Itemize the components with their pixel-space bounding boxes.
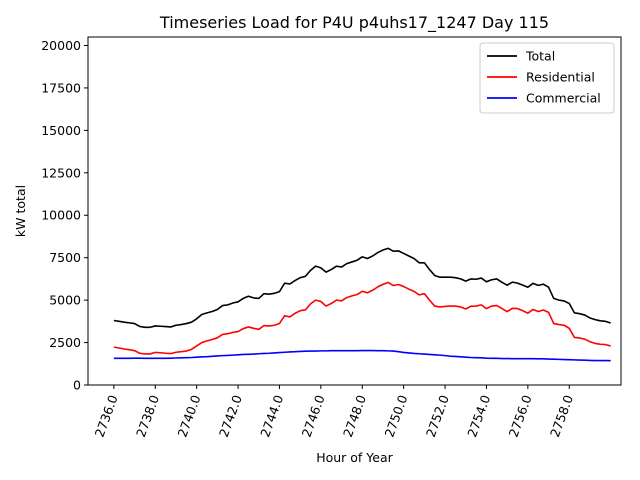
y-tick-label: 12500 [41,165,81,180]
y-axis-label: kW total [13,185,28,237]
y-tick-label: 20000 [41,38,81,53]
y-tick-label: 2500 [49,335,81,350]
x-axis-label: Hour of Year [316,450,393,465]
legend-label-residential: Residential [526,70,595,85]
y-tick-label: 15000 [41,123,81,138]
legend: Total Residential Commercial [479,42,615,114]
legend-box [479,42,615,114]
plot-area [113,247,611,362]
y-tick-label: 17500 [41,80,81,95]
y-tick-label: 7500 [49,250,81,265]
axes-frame [87,36,622,386]
chart-title: Timeseries Load for P4U p4uhs17_1247 Day… [159,13,549,33]
legend-label-total: Total [525,49,555,64]
legend-label-commercial: Commercial [526,91,601,106]
series-line-residential [113,281,611,355]
y-tick-label: 10000 [41,208,81,223]
series-line-total [113,247,611,329]
series-line-commercial [113,349,611,362]
y-tick-label: 5000 [49,293,81,308]
y-axis: 0 2500 5000 7500 10000 12500 15000 17500 20000 [41,38,88,393]
y-tick-label: 0 [73,378,81,393]
